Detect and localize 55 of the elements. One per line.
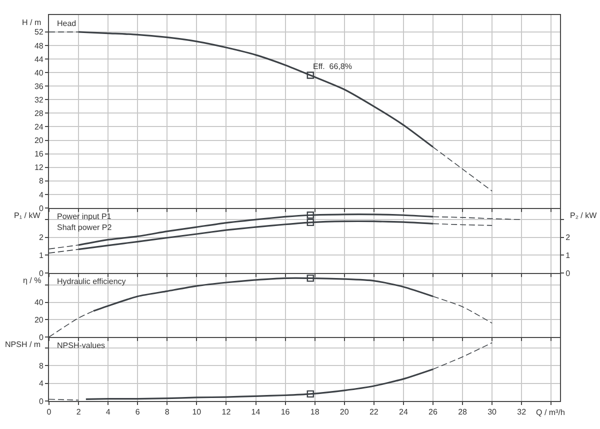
x-tick-label: 4 <box>106 408 111 417</box>
x-tick-label: 2 <box>76 408 82 417</box>
y-tick-label: 28 <box>34 108 44 118</box>
y-tick-label: 36 <box>34 82 44 91</box>
y-tick-label: 12 <box>34 163 44 172</box>
y-tick-label: 24 <box>34 122 44 132</box>
y-axis-title: H / m <box>22 18 42 27</box>
x-tick-label: 6 <box>135 408 140 417</box>
x-tick-label: 0 <box>46 408 52 417</box>
y-tick-label: 4 <box>38 190 44 200</box>
x-tick-label: 22 <box>369 408 379 417</box>
y-tick-label: 52 <box>34 28 44 37</box>
x-tick-label: 10 <box>192 408 202 417</box>
annotation: Eff. 66,8% <box>313 62 352 71</box>
y-tick-label: 20 <box>34 136 44 146</box>
x-tick-label: 26 <box>428 408 438 417</box>
y-tick-label: 8 <box>38 361 44 370</box>
y-tick-label: 40 <box>34 298 44 308</box>
y-tick-label: 0 <box>38 332 44 342</box>
x-tick-label: 18 <box>310 408 320 417</box>
x-tick-label: 30 <box>488 408 498 417</box>
y-tick-label: 32 <box>34 95 44 104</box>
x-tick-label: 8 <box>164 408 170 417</box>
x-tick-label: 28 <box>458 408 468 417</box>
x-tick-label: 16 <box>280 408 290 417</box>
y-tick-label: 44 <box>34 54 44 64</box>
annotation: Power input P1 <box>57 212 112 221</box>
y-tick-label: 16 <box>34 150 44 159</box>
y-axis-title: NPSH / m <box>5 340 41 349</box>
annotation: Hydraulic efficiency <box>57 277 126 286</box>
annotation: Shaft power P2 <box>57 223 112 232</box>
y2-tick-label: 1 <box>566 250 571 260</box>
y-tick-label: 48 <box>34 41 44 50</box>
y2-tick-label: 2 <box>566 233 571 242</box>
y-tick-label: 1 <box>38 250 44 260</box>
y-tick-label: 8 <box>38 176 44 186</box>
x-tick-label: 20 <box>340 408 350 417</box>
y-axis-title: P₁ / kW <box>14 211 41 220</box>
y-tick-label: 0 <box>38 204 44 213</box>
x-tick-label: 24 <box>398 408 408 417</box>
y-axis-title: η / % <box>23 276 42 285</box>
y-tick-label: 20 <box>34 316 44 324</box>
y-tick-label: 0 <box>38 396 44 406</box>
y-tick-label: 0 <box>38 268 44 278</box>
y-tick-label: 40 <box>34 68 44 78</box>
y2-axis-title: P₂ / kW <box>570 211 598 220</box>
y-tick-label: 4 <box>38 379 44 388</box>
y2-tick-label: 0 <box>566 268 571 278</box>
x-tick-label: 32 <box>517 408 527 417</box>
annotation: Head <box>57 19 76 28</box>
annotation: NPSH-values <box>57 341 106 350</box>
x-axis-title: Q / m³/h <box>536 408 565 417</box>
x-tick-label: 14 <box>251 408 261 417</box>
y-tick-label: 2 <box>38 233 44 242</box>
x-tick-label: 12 <box>222 408 232 417</box>
